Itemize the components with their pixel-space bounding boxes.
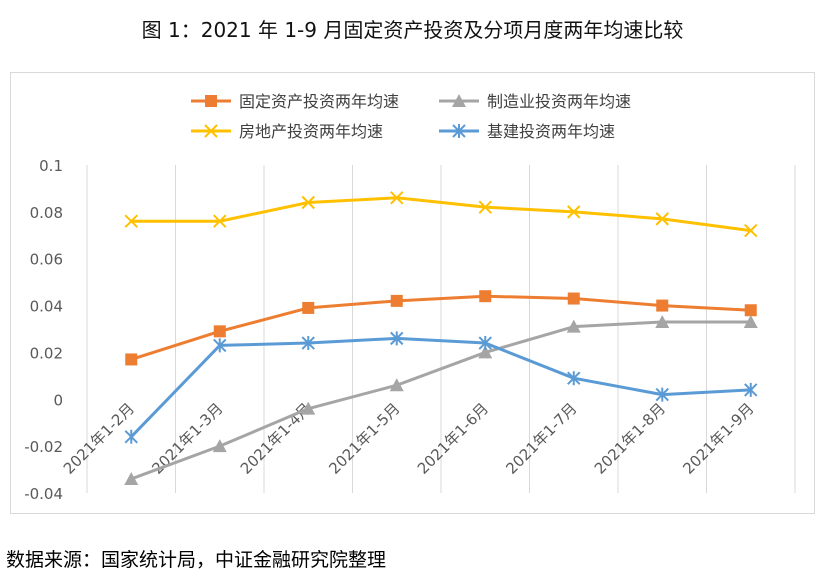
data-point	[744, 304, 757, 317]
data-point	[301, 195, 315, 210]
y-axis-labels: -0.04 -0.02 0 0.02 0.04 0.06 0.08 0.1	[24, 157, 63, 503]
data-point	[567, 292, 580, 305]
data-point	[124, 471, 139, 485]
x-tick-label: 2021年1-3月	[148, 399, 226, 477]
legend-marker	[452, 124, 466, 138]
series-line	[129, 196, 753, 233]
data-point	[124, 429, 138, 444]
legend-item: 固定资产投资两年均速	[191, 92, 399, 111]
data-point	[124, 214, 138, 228]
y-tick-label: 0.1	[39, 157, 63, 175]
data-point	[478, 200, 492, 214]
series-1	[124, 314, 758, 485]
data-point	[301, 336, 315, 351]
chart-frame: -0.04 -0.02 0 0.02 0.04 0.06 0.08 0.1 2021年1-2月…	[10, 72, 815, 514]
data-point	[302, 301, 315, 314]
x-tick-label: 2021年1-6月	[414, 399, 492, 477]
grid-lines	[86, 165, 796, 493]
figure-title: 图 1：2021 年 1-9 月固定资产投资及分项月度两年均速比较	[141, 18, 684, 42]
data-point	[744, 223, 758, 238]
data-point	[213, 214, 227, 228]
data-point	[567, 205, 581, 219]
series-3	[124, 331, 758, 444]
data-point	[478, 336, 492, 351]
data-point	[743, 314, 758, 328]
y-tick-label: 0	[53, 391, 63, 409]
series-0	[125, 290, 757, 366]
data-point	[655, 314, 670, 328]
x-tick-label: 2021年1-5月	[325, 399, 403, 477]
data-point	[479, 290, 492, 303]
data-point	[390, 294, 403, 307]
y-tick-label: 0.02	[30, 344, 63, 362]
series-line	[129, 320, 753, 481]
data-point	[390, 331, 404, 346]
data-point	[566, 319, 581, 333]
data-source-note: 数据来源：国家统计局，中证金融研究院整理	[6, 549, 387, 571]
series-lines	[124, 191, 758, 485]
data-point	[655, 212, 669, 226]
data-point	[567, 371, 581, 386]
data-point	[389, 378, 404, 392]
series-line	[129, 336, 753, 439]
legend-item: 房地产投资两年均速	[191, 122, 383, 141]
data-point	[478, 345, 493, 359]
x-tick-label: 2021年1-9月	[679, 399, 757, 477]
data-point	[212, 439, 227, 453]
data-point	[655, 387, 669, 402]
legend-item: 制造业投资两年均速	[439, 92, 631, 111]
y-tick-label: 0.08	[30, 204, 63, 222]
data-point	[656, 299, 669, 312]
legend-marker	[204, 124, 218, 138]
data-point	[301, 401, 316, 415]
legend-label: 固定资产投资两年均速	[239, 92, 399, 111]
legend-label: 基建投资两年均速	[487, 122, 615, 141]
x-tick-label: 2021年1-7月	[502, 399, 580, 477]
legend-label: 制造业投资两年均速	[487, 92, 631, 111]
legend-item: 基建投资两年均速	[439, 122, 615, 141]
y-tick-label: -0.02	[24, 438, 63, 456]
y-tick-label: -0.04	[24, 485, 63, 503]
x-tick-label: 2021年1-8月	[591, 399, 669, 477]
y-tick-label: 0.06	[30, 251, 63, 269]
legend-marker	[205, 95, 217, 107]
data-point	[744, 382, 758, 397]
series-line	[129, 294, 753, 361]
line-chart: -0.04 -0.02 0 0.02 0.04 0.06 0.08 0.1 2021年1-2月…	[24, 92, 796, 503]
data-point	[213, 325, 226, 338]
legend-label: 房地产投资两年均速	[239, 122, 383, 141]
series-2	[124, 191, 758, 238]
data-point	[125, 353, 138, 366]
y-tick-label: 0.04	[30, 298, 63, 316]
x-tick-label: 2021年1-2月	[60, 399, 138, 477]
data-point	[390, 191, 404, 205]
legend-marker	[452, 94, 466, 107]
data-point	[213, 338, 227, 353]
